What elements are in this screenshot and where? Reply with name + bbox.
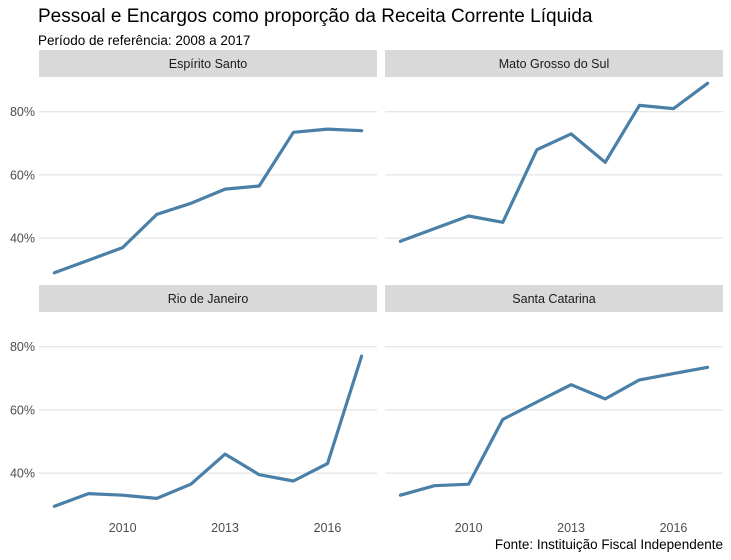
series-line-espirito-santo	[52, 127, 364, 275]
series-line-santa-catarina	[398, 365, 710, 497]
chart-subtitle: Período de referência: 2008 a 2017	[38, 33, 251, 48]
x-tick-label-rio-de-janeiro-1: 2013	[211, 521, 239, 535]
x-tick-label-santa-catarina-2: 2016	[660, 521, 688, 535]
series-line-mato-grosso-do-sul	[398, 81, 710, 243]
facet-label-mato-grosso-do-sul: Mato Grosso do Sul	[499, 57, 609, 71]
facet-label-rio-de-janeiro: Rio de Janeiro	[168, 292, 249, 306]
facet-label-santa-catarina: Santa Catarina	[512, 292, 595, 306]
facet-label-espirito-santo: Espírito Santo	[169, 57, 248, 71]
y-tick-label-rio-de-janeiro-0: 40%	[10, 467, 35, 481]
facet-strip-espirito-santo	[39, 50, 377, 77]
y-tick-label-espirito-santo-2: 80%	[10, 105, 35, 119]
x-tick-label-santa-catarina-0: 2010	[455, 521, 483, 535]
y-tick-label-espirito-santo-0: 40%	[10, 232, 35, 246]
y-tick-label-rio-de-janeiro-1: 60%	[10, 403, 35, 417]
series-line-rio-de-janeiro	[52, 354, 364, 508]
x-tick-label-santa-catarina-1: 2013	[557, 521, 585, 535]
chart-caption: Fonte: Instituição Fiscal Independente	[494, 537, 723, 552]
x-tick-label-rio-de-janeiro-2: 2016	[314, 521, 342, 535]
facet-strip-mato-grosso-do-sul	[385, 50, 723, 77]
facet-strip-rio-de-janeiro	[39, 285, 377, 312]
facet-strip-santa-catarina	[385, 285, 723, 312]
chart-title: Pessoal e Encargos como proporção da Rec…	[38, 6, 593, 27]
y-tick-label-rio-de-janeiro-2: 80%	[10, 340, 35, 354]
y-tick-label-espirito-santo-1: 60%	[10, 168, 35, 182]
x-tick-label-rio-de-janeiro-0: 2010	[109, 521, 137, 535]
